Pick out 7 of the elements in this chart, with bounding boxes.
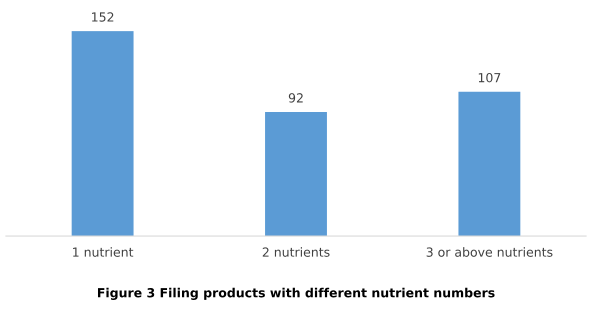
data-label: 152 bbox=[92, 12, 114, 22]
text: Figure 3 Filing products with different nutrient numbers bbox=[98, 288, 495, 300]
x-tick-label: 3 or above nutrients bbox=[426, 247, 552, 257]
data-label: 92 bbox=[288, 93, 303, 103]
data-label: 107 bbox=[478, 72, 500, 82]
x-tick-label: 2 nutrients bbox=[262, 247, 330, 257]
x-tick-label: 1 nutrient bbox=[73, 247, 134, 257]
